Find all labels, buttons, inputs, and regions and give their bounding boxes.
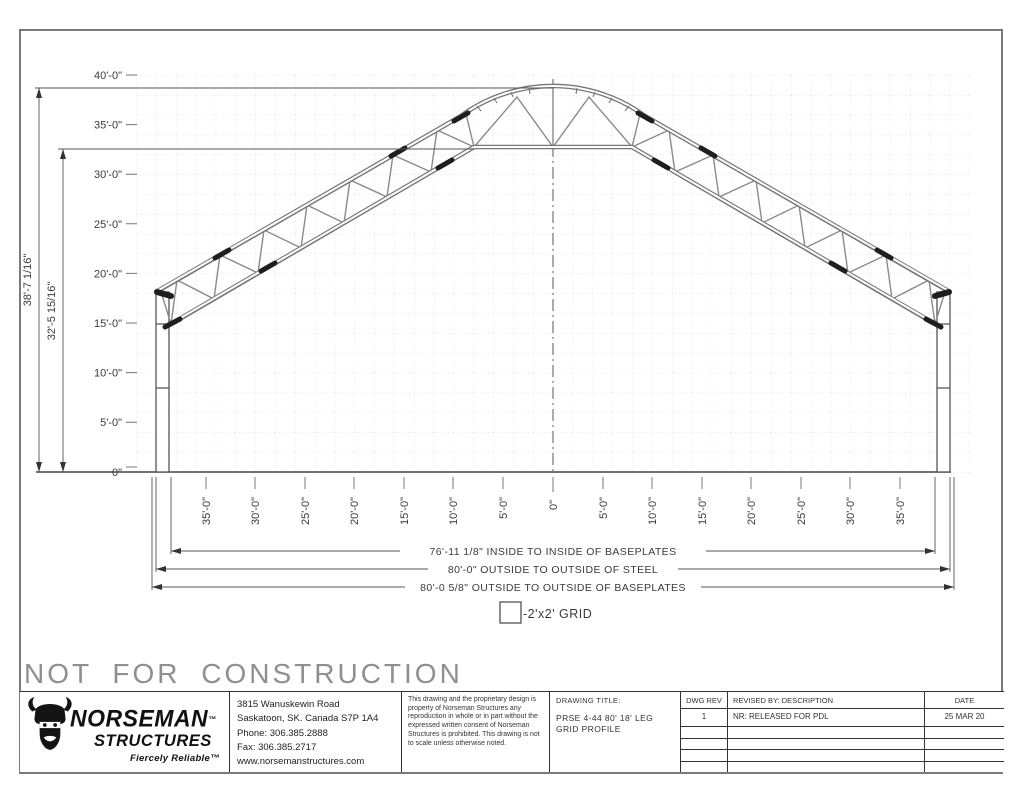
date-value: 25 MAR 20 (925, 709, 1004, 727)
address-street: 3815 Wanuskewin Road (237, 699, 340, 710)
y-axis-labels: 40'-0" 35'-0" 30'-0" 25'-0" 20'-0" 15'-0… (94, 70, 122, 479)
svg-text:20'-0": 20'-0" (94, 268, 122, 280)
svg-text:35'-0": 35'-0" (895, 497, 907, 525)
svg-text:0": 0" (112, 467, 122, 479)
logo-wordmark: NORSEMAN™ (70, 704, 217, 732)
svg-text:15'-0": 15'-0" (94, 318, 122, 330)
svg-text:5'-0": 5'-0" (598, 497, 610, 519)
drawing-title-label: DRAWING TITLE: (556, 696, 621, 705)
left-column (155, 291, 170, 473)
rev-header: DWG REV (681, 692, 728, 709)
svg-text:0": 0" (548, 500, 560, 510)
disclaimer-cell: This drawing and the proprietary design … (402, 692, 550, 772)
svg-text:5'-0": 5'-0" (100, 417, 122, 429)
y-axis-ticks (126, 74, 137, 468)
logo-tagline: Fiercely Reliable™ (130, 753, 220, 764)
truss-splices (162, 110, 944, 330)
title-block: NORSEMAN™ STRUCTURES Fiercely Reliable™ … (20, 691, 1004, 772)
eave-caps (154, 289, 952, 299)
not-for-construction-watermark: NOT FOR CONSTRUCTION (24, 658, 463, 689)
svg-text:40'-0": 40'-0" (94, 70, 122, 82)
dim-outside-steel: 80'-0" OUTSIDE TO OUTSIDE OF STEEL (448, 564, 658, 576)
address-phone: Phone: 306.385.2888 (237, 727, 328, 739)
svg-text:25'-0": 25'-0" (94, 219, 122, 231)
dim-outside-baseplates: 80'-0 5/8" OUTSIDE TO OUTSIDE OF BASEPLA… (420, 582, 686, 594)
revised-by-value: NR: RELEASED FOR PDL (728, 709, 925, 727)
x-axis-ticks (205, 477, 901, 492)
trademark-symbol: ™ (208, 714, 217, 725)
viking-head-icon (28, 697, 72, 750)
svg-text:35'-0": 35'-0" (94, 120, 122, 132)
revision-table: DWG REV REVISED BY: DESCRIPTION DATE 1 N… (681, 692, 1004, 772)
address-city: Saskatoon, SK. Canada S7P 1A4 (237, 713, 379, 725)
address-fax: Fax: 306.385.2717 (237, 741, 317, 753)
svg-text:10'-0": 10'-0" (94, 368, 122, 380)
grid-legend-label: -2'x2' GRID (523, 607, 592, 621)
svg-text:25'-0": 25'-0" (796, 497, 808, 525)
svg-text:10'-0": 10'-0" (647, 497, 659, 525)
drawing-title-cell: DRAWING TITLE: PRSE 4-44 80' 18' LEG GRI… (550, 692, 681, 772)
svg-text:5'-0": 5'-0" (498, 497, 510, 519)
address-website: www.norsemanstructures.com (237, 756, 365, 768)
svg-text:35'-0": 35'-0" (201, 497, 213, 525)
svg-text:15'-0": 15'-0" (399, 497, 411, 525)
rev-value: 1 (681, 709, 728, 727)
profile-drawing: 38'-7 1/16" 32'-5 15/16" 40'-0" 35'-0" 3… (22, 70, 970, 624)
svg-text:30'-0": 30'-0" (94, 169, 122, 181)
svg-text:30'-0": 30'-0" (250, 497, 262, 525)
width-extension-lines (151, 477, 955, 590)
date-header: DATE (925, 692, 1004, 709)
dim-height-outer: 38'-7 1/16" (22, 254, 34, 307)
truss-chords (154, 83, 952, 326)
drawing-title-value: PRSE 4-44 80' 18' LEG GRID PROFILE (556, 713, 654, 734)
logo-structures-text: STRUCTURES (94, 732, 212, 750)
svg-text:20'-0": 20'-0" (349, 497, 361, 525)
svg-text:20'-0": 20'-0" (746, 497, 758, 525)
svg-text:30'-0": 30'-0" (845, 497, 857, 525)
dim-height-inner: 32'-5 15/16" (46, 282, 58, 341)
x-axis-labels: 35'-0" 30'-0" 25'-0" 20'-0" 15'-0" 10'-0… (201, 497, 907, 525)
right-column (936, 291, 951, 473)
width-dim-arrows (152, 548, 954, 590)
height-dimensions (35, 87, 553, 472)
dim-inside-baseplates: 76'-11 1/8" INSIDE TO INSIDE OF BASEPLAT… (429, 546, 676, 558)
svg-text:15'-0": 15'-0" (697, 497, 709, 525)
logo-cell: NORSEMAN™ STRUCTURES Fiercely Reliable™ (20, 692, 230, 772)
svg-text:25'-0": 25'-0" (300, 497, 312, 525)
revised-by-header: REVISED BY: DESCRIPTION (728, 692, 925, 709)
page-border (19, 29, 1003, 774)
svg-text:10'-0": 10'-0" (448, 497, 460, 525)
truss-webs (161, 88, 945, 325)
height-dim-arrows (36, 88, 66, 472)
grid-legend: -2'x2' GRID (499, 601, 592, 624)
address-cell: 3815 Wanuskewin Road Saskatoon, SK. Cana… (230, 692, 402, 772)
